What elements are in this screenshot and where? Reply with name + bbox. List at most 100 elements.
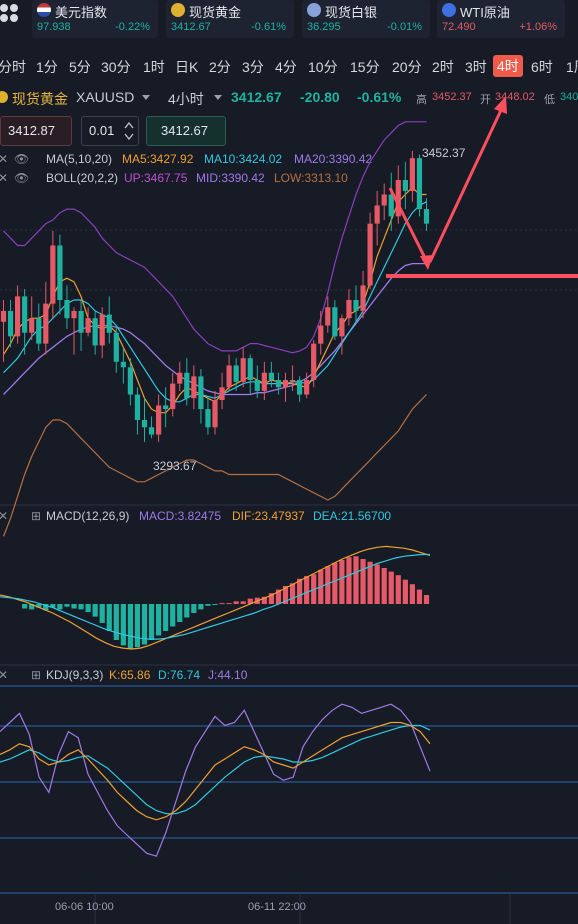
boll-mid-value: MID:3390.42 <box>196 171 265 185</box>
candle-body <box>50 245 56 304</box>
sell-price-box[interactable]: 3412.87 <box>0 116 72 146</box>
macd-histogram-bar <box>423 595 430 604</box>
macd-histogram-bar <box>50 604 56 608</box>
ticker-name: 现货黄金 <box>189 5 242 20</box>
ticker-price: 36.295 <box>307 21 341 33</box>
time-label: 06-06 10:00 <box>55 901 114 913</box>
boll-legend: ✕ 👁 BOLL(20,2,2) UP:3467.75 MID:3390.42 … <box>0 171 578 187</box>
ticker-change: -0.01% <box>387 21 422 33</box>
candle-body <box>156 405 162 435</box>
candle-body <box>374 205 380 224</box>
candle-body <box>339 318 345 337</box>
oil-icon <box>442 3 456 17</box>
macd-histogram-bar <box>311 574 317 604</box>
ma-legend: ✕ 👁 MA(5,10,20) MA5:3427.92 MA10:3424.02… <box>0 152 578 168</box>
trough-annotation: 3293.67 <box>153 459 197 473</box>
candle-body <box>261 372 267 391</box>
candle-body <box>64 300 70 319</box>
candle-body <box>170 383 176 410</box>
grid-menu-icon[interactable] <box>0 2 22 24</box>
ticker-spot-gold[interactable]: 现货黄金 3412.67 -0.61% <box>166 0 294 38</box>
candle-body <box>106 314 112 333</box>
macd-dif-line <box>0 545 431 650</box>
ticker-price: 97.938 <box>37 21 71 33</box>
period-tab[interactable]: 5分 <box>69 59 91 75</box>
period-tab-active[interactable]: 4时 <box>493 55 523 77</box>
kdj-d-line <box>0 724 431 815</box>
period-tab[interactable]: 3分 <box>242 59 264 75</box>
period-tab[interactable]: 4分 <box>275 59 297 75</box>
low-label: 低 <box>544 94 555 106</box>
symbol-dropdown-icon[interactable] <box>142 95 150 101</box>
macd-histogram-bar <box>71 604 77 609</box>
close-icon[interactable]: ✕ <box>0 509 9 523</box>
macd-histogram-bar <box>57 604 63 610</box>
period-tab[interactable]: 30分 <box>101 59 131 75</box>
macd-histogram-bar <box>184 604 190 618</box>
candle-body <box>99 314 105 346</box>
ticker-spot-silver[interactable]: 现货白银 36.295 -0.01% <box>302 0 430 38</box>
k-value: K:65.86 <box>109 668 151 682</box>
candle-body <box>198 376 204 410</box>
eye-icon[interactable]: 👁 <box>14 171 30 185</box>
candle-body <box>268 372 274 380</box>
candle-body <box>233 365 239 382</box>
macd-histogram-bar <box>156 604 162 636</box>
ticker-wti-oil[interactable]: WTI原油 72.490 +1.06% <box>437 0 565 38</box>
macd-histogram-bar <box>226 603 232 605</box>
macd-histogram-bar <box>148 604 155 640</box>
macd-dea-line <box>0 553 430 640</box>
period-tab[interactable]: 1时 <box>143 59 165 75</box>
dif-value: DIF:23.47937 <box>232 509 305 523</box>
open-value: 3448.02 <box>495 91 535 103</box>
ma10-value: MA10:3424.02 <box>204 152 283 166</box>
close-icon[interactable]: ✕ <box>0 152 9 166</box>
ticker-change: +1.06% <box>519 21 557 33</box>
candle-body <box>297 380 303 395</box>
symbol-name[interactable]: 现货黄金 <box>12 91 68 107</box>
lot-stepper-icon[interactable] <box>124 120 134 142</box>
ma10-line <box>3 201 427 403</box>
candle-body <box>212 400 218 428</box>
period-tab[interactable]: 1周 <box>566 59 578 75</box>
period-tab[interactable]: 3时 <box>465 59 487 75</box>
ticker-usd-index[interactable]: 美元指数 97.938 -0.22% <box>32 0 158 38</box>
price-change-pct: -0.61% <box>357 89 402 105</box>
d-value: D:76.74 <box>158 668 201 682</box>
candle-body <box>205 409 211 428</box>
macd-histogram-bar <box>85 604 91 613</box>
macd-histogram-bar <box>268 593 274 604</box>
period-tab[interactable]: 15分 <box>350 59 380 75</box>
period-tab[interactable]: 日K <box>175 59 199 75</box>
period-tab[interactable]: 2时 <box>432 59 454 75</box>
macd-histogram-bar <box>106 604 112 631</box>
macd-histogram-bar <box>332 562 338 604</box>
close-icon[interactable]: ✕ <box>0 171 9 185</box>
buy-price-box[interactable]: 3412.67 <box>146 116 226 146</box>
candle-body <box>240 358 246 382</box>
candle-body <box>92 318 98 346</box>
macd-histogram-bar <box>282 586 289 604</box>
period-tab[interactable]: 6时 <box>531 59 553 75</box>
expand-icon[interactable]: ⊞ <box>31 509 42 523</box>
period-tab[interactable]: 分时 <box>0 59 26 75</box>
period-tab[interactable]: 20分 <box>392 59 422 75</box>
timeframe-label[interactable]: 4小时 <box>168 91 204 107</box>
open-label: 开 <box>480 94 491 106</box>
period-tab[interactable]: 2分 <box>209 59 231 75</box>
close-icon[interactable]: ✕ <box>0 668 9 682</box>
period-tab[interactable]: 10分 <box>308 59 338 75</box>
macd-histogram-bar <box>247 598 253 604</box>
period-tab[interactable]: 1分 <box>36 59 58 75</box>
eye-icon[interactable]: 👁 <box>14 152 30 166</box>
candle-body <box>148 427 155 435</box>
candle-body <box>282 380 289 388</box>
expand-icon[interactable]: ⊞ <box>31 668 42 682</box>
timeframe-dropdown-icon[interactable] <box>214 95 222 101</box>
candle-body <box>304 380 310 395</box>
candle-body <box>141 420 148 428</box>
macd-histogram-bar <box>374 564 380 604</box>
symbol-code[interactable]: XAUUSD <box>76 89 135 105</box>
chart-gridlines <box>0 229 578 924</box>
boll-legend-name: BOLL(20,2,2) <box>46 171 119 185</box>
